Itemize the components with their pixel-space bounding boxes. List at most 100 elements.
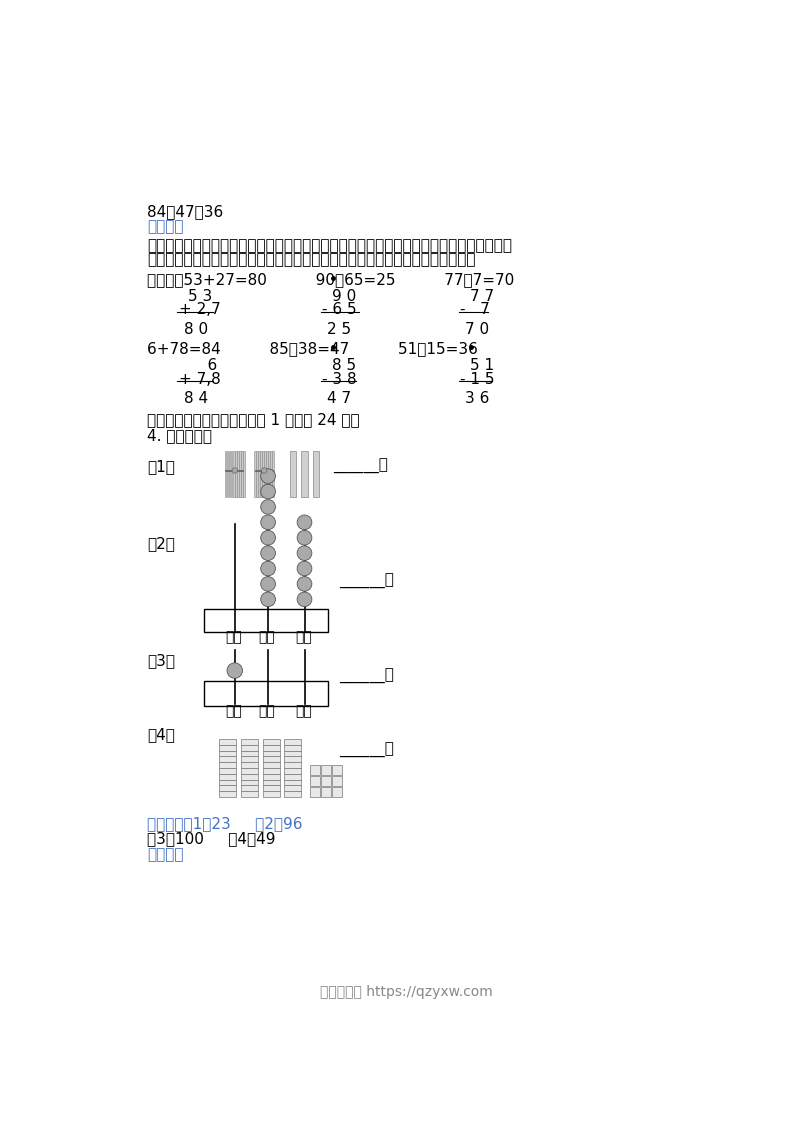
Bar (285, 756, 301, 762)
Circle shape (232, 468, 237, 473)
Bar (262, 739, 280, 745)
Text: 【解析】: 【解析】 (147, 219, 184, 234)
Text: （3）100     （4）49: （3）100 （4）49 (147, 831, 276, 846)
Text: ______。: ______。 (339, 743, 394, 758)
Circle shape (297, 592, 312, 607)
Circle shape (297, 531, 312, 545)
Bar (219, 745, 236, 751)
Bar (260, 451, 262, 497)
Bar (285, 751, 301, 756)
Bar (321, 787, 331, 797)
Circle shape (261, 469, 275, 484)
Text: + 7,8: + 7,8 (179, 371, 220, 387)
Bar (262, 751, 280, 756)
Bar (254, 451, 256, 497)
Text: （1）: （1） (147, 459, 175, 473)
Text: 8 4: 8 4 (184, 392, 208, 406)
Bar (285, 791, 301, 797)
Bar (241, 762, 258, 767)
Bar (262, 756, 280, 762)
Bar (219, 774, 236, 780)
Text: - 1 5: - 1 5 (460, 371, 495, 387)
Bar (241, 451, 243, 497)
Bar (256, 451, 258, 497)
Bar (241, 774, 258, 780)
Bar (321, 765, 331, 775)
Text: 百位: 百位 (225, 705, 242, 718)
Text: ______：: ______： (333, 459, 388, 473)
Text: 8 0: 8 0 (184, 322, 208, 337)
Bar (219, 739, 236, 745)
Text: 3 6: 3 6 (465, 392, 489, 406)
Bar (270, 451, 272, 497)
Bar (262, 785, 280, 791)
Text: 个位: 个位 (295, 631, 312, 644)
Bar (239, 451, 240, 497)
Bar (232, 451, 235, 497)
Bar (204, 681, 328, 706)
Text: 【详解、53+27=80          90－65=25          77－7=70: 【详解、53+27=80 90－65=25 77－7=70 (147, 272, 515, 287)
Bar (237, 451, 239, 497)
Bar (285, 774, 301, 780)
Circle shape (261, 515, 275, 530)
Bar (241, 756, 258, 762)
Text: （3）: （3） (147, 654, 175, 669)
Bar (310, 765, 320, 775)
Circle shape (297, 515, 312, 530)
Bar (268, 451, 270, 497)
Text: ______：: ______： (339, 669, 394, 684)
Text: -   7: - 7 (460, 303, 490, 318)
Text: 6+78=84          85－38=47          51－15=36: 6+78=84 85－38=47 51－15=36 (147, 341, 478, 356)
Bar (289, 451, 296, 497)
Bar (262, 767, 280, 774)
Text: 【答案】（1）23     （2）96: 【答案】（1）23 （2）96 (147, 816, 303, 831)
Circle shape (261, 545, 275, 561)
Text: 个位: 个位 (295, 705, 312, 718)
Text: 84；47；36: 84；47；36 (147, 204, 224, 219)
Text: - 6 5: - 6 5 (322, 303, 357, 318)
Bar (272, 451, 274, 497)
Text: 7 7: 7 7 (469, 288, 494, 304)
Circle shape (262, 468, 267, 473)
Bar (241, 791, 258, 797)
Bar (219, 756, 236, 762)
Bar (262, 774, 280, 780)
Bar (259, 451, 260, 497)
Circle shape (297, 561, 312, 576)
Bar (219, 751, 236, 756)
Bar (219, 767, 236, 774)
Bar (241, 767, 258, 774)
Text: + 2,7: + 2,7 (179, 303, 220, 318)
Text: 五、想一想，填一填。（每空 1 分，共 24 分）: 五、想一想，填一填。（每空 1 分，共 24 分） (147, 413, 360, 427)
Text: 4. 看图写数。: 4. 看图写数。 (147, 427, 213, 443)
Circle shape (297, 545, 312, 561)
Circle shape (227, 663, 243, 679)
Bar (285, 767, 301, 774)
Text: 十位: 十位 (259, 705, 275, 718)
Text: 百位: 百位 (225, 631, 242, 644)
Bar (313, 451, 320, 497)
Text: 5 3: 5 3 (188, 288, 213, 304)
Text: 【解析】: 【解析】 (147, 847, 184, 862)
Text: 7 0: 7 0 (465, 322, 489, 337)
Text: 6: 6 (188, 358, 217, 373)
Bar (231, 451, 232, 497)
Bar (241, 739, 258, 745)
Text: （2）: （2） (147, 536, 175, 551)
Bar (266, 451, 268, 497)
Circle shape (261, 485, 275, 499)
Text: 5 1: 5 1 (469, 358, 494, 373)
Bar (262, 780, 280, 785)
Circle shape (261, 499, 275, 514)
Circle shape (261, 561, 275, 576)
Bar (235, 451, 236, 497)
Bar (321, 776, 331, 787)
Bar (219, 785, 236, 791)
Text: 9 0: 9 0 (331, 288, 356, 304)
Bar (241, 745, 258, 751)
Bar (262, 451, 264, 497)
Bar (219, 780, 236, 785)
Text: 启智优学网 https://qzyxw.com: 启智优学网 https://qzyxw.com (320, 985, 492, 1000)
Bar (262, 745, 280, 751)
Bar (285, 745, 301, 751)
